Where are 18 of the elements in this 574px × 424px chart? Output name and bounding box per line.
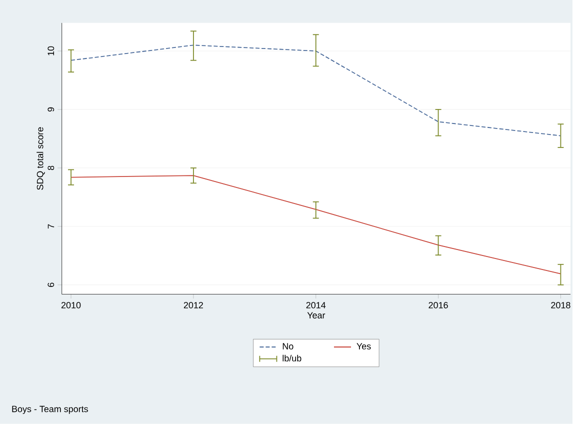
y-axis-title: SDQ total score bbox=[36, 127, 45, 190]
text: Boys - Team sports bbox=[12, 406, 88, 414]
x-tick-label: 2018 bbox=[551, 302, 570, 308]
x-tick-label: 2014 bbox=[306, 302, 326, 308]
line-series bbox=[70, 175, 562, 274]
x-tick-label: 2016 bbox=[428, 302, 448, 308]
legend-label: Yes bbox=[356, 343, 371, 350]
legend-label: lb/ub bbox=[282, 354, 302, 362]
x-axis-title: Year bbox=[307, 312, 326, 319]
y-tick-label: 8 bbox=[48, 166, 54, 170]
legend-label: No bbox=[282, 343, 294, 350]
y-tick-label: 6 bbox=[48, 282, 54, 287]
x-tick-label: 2010 bbox=[61, 302, 81, 308]
x-tick-label: 2012 bbox=[184, 302, 203, 308]
y-tick-label: 7 bbox=[48, 224, 54, 228]
y-tick-label: 10 bbox=[48, 46, 54, 56]
y-tick-label: 9 bbox=[48, 107, 54, 112]
line-series bbox=[70, 44, 562, 136]
